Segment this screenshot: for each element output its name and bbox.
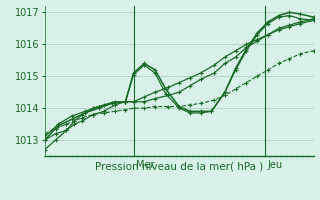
Text: Jeu: Jeu	[268, 160, 283, 170]
Text: Mer: Mer	[136, 160, 155, 170]
X-axis label: Pression niveau de la mer( hPa ): Pression niveau de la mer( hPa )	[95, 162, 263, 172]
